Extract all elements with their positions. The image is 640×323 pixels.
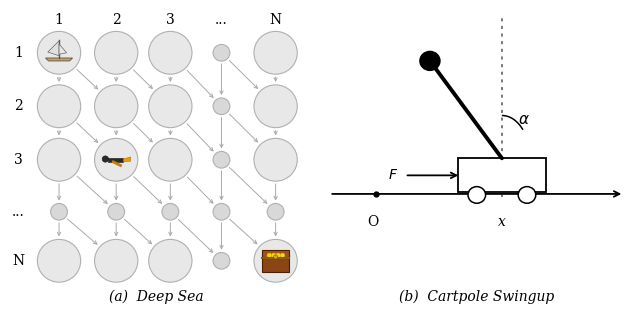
Circle shape: [213, 45, 230, 61]
Polygon shape: [108, 158, 124, 162]
Circle shape: [468, 187, 486, 203]
Circle shape: [95, 31, 138, 74]
Circle shape: [95, 85, 138, 128]
Circle shape: [148, 31, 192, 74]
FancyBboxPatch shape: [262, 253, 289, 272]
Circle shape: [254, 239, 297, 282]
Text: O: O: [368, 215, 379, 229]
Circle shape: [37, 85, 81, 128]
Circle shape: [37, 239, 81, 282]
Circle shape: [276, 253, 280, 258]
Circle shape: [51, 203, 67, 220]
Circle shape: [420, 51, 440, 70]
Text: $F$: $F$: [388, 168, 398, 182]
Circle shape: [162, 203, 179, 220]
Text: 1: 1: [14, 46, 23, 60]
Text: 2: 2: [14, 99, 23, 113]
Circle shape: [95, 138, 138, 181]
Circle shape: [213, 98, 230, 115]
Circle shape: [148, 138, 192, 181]
Circle shape: [280, 253, 285, 258]
Polygon shape: [124, 157, 131, 162]
Text: ...: ...: [12, 205, 25, 219]
Circle shape: [213, 151, 230, 168]
Polygon shape: [59, 44, 67, 54]
Text: (a)  Deep Sea: (a) Deep Sea: [109, 289, 204, 304]
Circle shape: [108, 203, 125, 220]
Text: 3: 3: [166, 13, 175, 27]
Circle shape: [148, 85, 192, 128]
Polygon shape: [48, 41, 59, 56]
Bar: [458, 158, 546, 193]
Text: (b)  Cartpole Swingup: (b) Cartpole Swingup: [399, 289, 554, 304]
Circle shape: [254, 85, 297, 128]
Circle shape: [102, 156, 109, 162]
FancyBboxPatch shape: [262, 250, 289, 258]
Circle shape: [267, 253, 272, 258]
Text: 3: 3: [14, 153, 23, 167]
Text: 2: 2: [112, 13, 120, 27]
Polygon shape: [45, 58, 72, 61]
Circle shape: [213, 253, 230, 269]
Text: N: N: [269, 13, 282, 27]
Circle shape: [213, 203, 230, 220]
Circle shape: [148, 239, 192, 282]
Text: 1: 1: [54, 13, 63, 27]
Circle shape: [254, 31, 297, 74]
Text: x: x: [498, 215, 506, 229]
Circle shape: [267, 203, 284, 220]
Text: ...: ...: [215, 13, 228, 27]
Circle shape: [273, 255, 278, 259]
Circle shape: [271, 253, 276, 258]
Circle shape: [518, 187, 536, 203]
Circle shape: [254, 138, 297, 181]
Circle shape: [37, 138, 81, 181]
Text: N: N: [12, 254, 24, 268]
Circle shape: [37, 31, 81, 74]
Circle shape: [95, 239, 138, 282]
Text: $\alpha$: $\alpha$: [518, 113, 529, 127]
